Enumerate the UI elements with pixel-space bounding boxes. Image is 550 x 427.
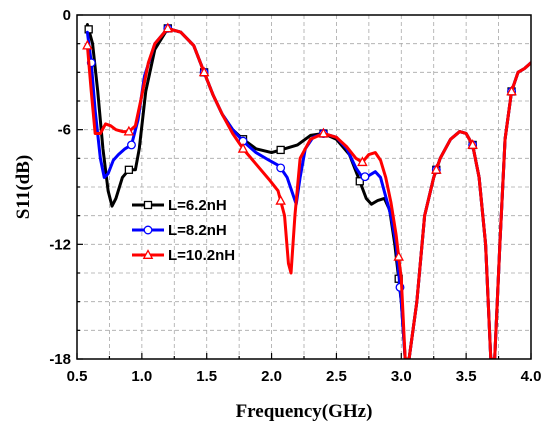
grid-lines [77,15,531,359]
y-tick-label: 0 [63,7,71,24]
x-tick-label: 4.0 [521,368,542,385]
legend-item: L=6.2nH [132,197,227,214]
series-marker [127,140,136,150]
series-3 [82,22,531,359]
series-line [85,26,531,359]
series-marker [276,163,286,173]
x-tick-label: 1.5 [196,368,217,385]
x-tick-label: 0.5 [67,368,88,385]
x-tick-label: 3.0 [391,368,412,385]
series-1 [84,23,531,359]
legend-item: L=10.2nH [132,247,235,264]
x-tick-label: 1.0 [131,368,152,385]
series-layer [82,22,531,359]
legend-label: L=10.2nH [168,247,235,264]
series-line [85,26,531,359]
series-marker [357,156,368,167]
series-marker [276,145,285,155]
series-marker [318,127,329,138]
x-tick-label: 2.5 [326,368,347,385]
series-marker [198,66,210,77]
legend-marker [142,249,154,259]
series-marker [467,139,478,149]
y-tick-label: -6 [58,122,71,139]
series-marker [355,177,364,186]
legend-item: L=8.2nH [132,222,227,239]
series-marker [123,125,135,136]
legend-label: L=8.2nH [168,222,227,239]
axes: 0.5 1.0 1.5 2.0 2.5 3.0 3.5 4.0 0 -6 -12 -18 [49,7,541,385]
y-axis-title: S11(dB) [13,155,34,219]
series-marker [506,85,517,96]
x-tick-label: 2.0 [261,368,282,385]
x-tick-label: 3.5 [456,368,477,385]
series-line [85,23,531,359]
series-marker [82,39,93,50]
series-marker [431,163,442,174]
legend-marker [143,200,153,210]
x-axis-title: Frequency(GHz) [236,401,373,422]
y-tick-label: -12 [49,236,71,253]
series-marker [360,172,370,182]
series-marker [275,194,286,205]
series-marker [162,22,174,33]
legend-label: L=6.2nH [168,197,227,214]
series-marker [393,250,404,261]
legend-marker [143,225,153,235]
legend: L=6.2nH L=8.2nH L=10.2nH [132,197,235,264]
y-tick-label: -18 [49,351,71,368]
series-2 [85,23,531,359]
series-marker [237,142,249,153]
series-marker [124,165,134,174]
